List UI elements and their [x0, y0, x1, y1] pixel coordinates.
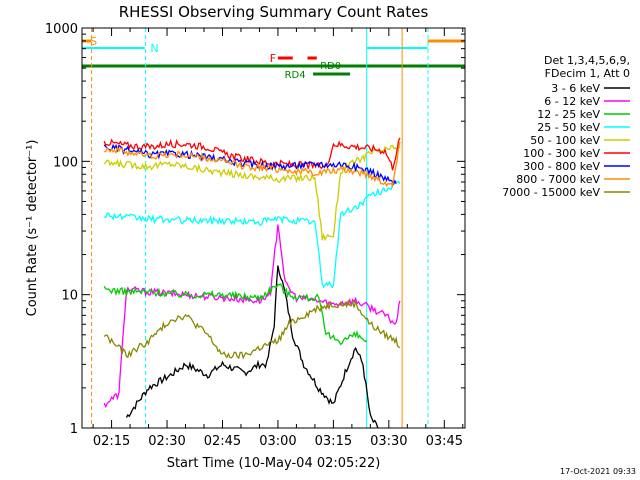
annotation-n: N	[150, 42, 158, 55]
legend-label-1: 6 - 12 keV	[544, 95, 600, 108]
x-axis-label: Start Time (10-May-04 02:05:22)	[167, 456, 381, 471]
x-tick-label-2: 02:45	[204, 434, 241, 449]
series-line-0	[125, 265, 379, 429]
x-tick-label-5: 03:30	[370, 434, 407, 449]
legend-label-4: 50 - 100 keV	[530, 134, 600, 147]
series-line-6	[103, 143, 397, 186]
legend-header-0: Det 1,3,4,5,6,9,	[544, 54, 630, 67]
annotation-rd0: RD0	[320, 61, 341, 72]
y-tick-label-2: 100	[53, 155, 78, 170]
legend-label-2: 12 - 25 keV	[537, 108, 600, 121]
series-line-1	[103, 224, 401, 409]
annotation-s: S	[90, 35, 97, 48]
legend-label-8: 7000 - 15000 keV	[502, 186, 600, 199]
series-line-3	[103, 180, 401, 289]
series-line-8	[103, 299, 401, 360]
legend-label-7: 800 - 7000 keV	[516, 173, 600, 186]
series-line-5	[103, 137, 401, 171]
plot-frame	[81, 27, 466, 429]
x-tick-label-1: 02:30	[148, 434, 185, 449]
x-tick-label-0: 02:15	[93, 434, 130, 449]
x-tick-label-3: 03:00	[259, 434, 296, 449]
annotation-rd4: RD4	[285, 70, 306, 81]
series-line-7	[104, 141, 401, 189]
y-tick-label-1: 10	[61, 289, 78, 304]
legend-label-3: 25 - 50 keV	[537, 121, 600, 134]
annotation-f: F	[270, 52, 276, 65]
series-line-4	[103, 144, 401, 242]
series-line-2	[103, 283, 367, 346]
y-tick-label-3: 1000	[45, 22, 78, 37]
footer-timestamp: 17-Oct-2021 09:33	[560, 467, 636, 476]
legend-header-1: FDecim 1, Att 0	[545, 67, 630, 80]
chart-title: RHESSI Observing Summary Count Rates	[119, 3, 429, 21]
legend-label-0: 3 - 6 keV	[551, 82, 600, 95]
legend-label-5: 100 - 300 keV	[523, 147, 600, 160]
x-tick-label-6: 03:45	[426, 434, 463, 449]
y-axis-label: Count Rate (s⁻¹ detector⁻¹)	[25, 140, 40, 317]
y-tick-label-0: 1	[70, 422, 78, 437]
legend-label-6: 300 - 800 keV	[523, 160, 600, 173]
x-tick-label-4: 03:15	[315, 434, 352, 449]
